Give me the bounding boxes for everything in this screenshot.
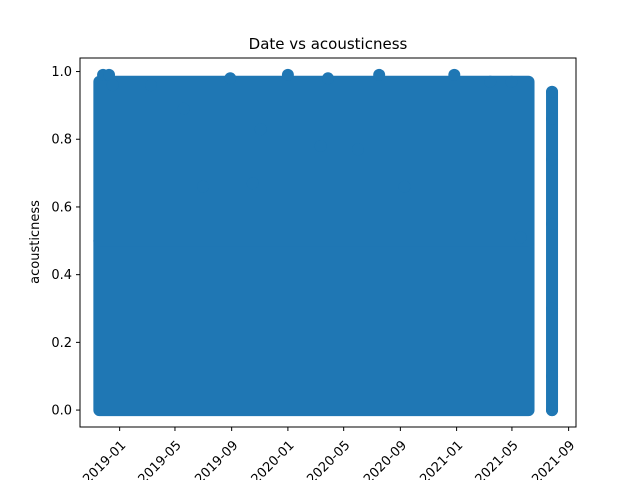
scatter-point — [246, 177, 259, 190]
scatter-point — [322, 72, 334, 85]
scatter-point — [314, 140, 327, 153]
plot-marks — [93, 68, 559, 417]
plot-frame — [79, 57, 577, 428]
y-tick-label: 0.4 — [51, 268, 72, 283]
scatter-cluster — [93, 234, 535, 417]
scatter-cluster — [93, 75, 535, 247]
x-tick-label: 2019-01 — [80, 438, 129, 480]
x-tick-label: 2020-09 — [361, 438, 410, 480]
chart-title: Date vs acousticness — [249, 35, 408, 53]
scatter-point — [398, 180, 411, 193]
scatter-point — [281, 68, 294, 81]
y-axis: 0.0 0.2 0.4 0.6 0.8 1.0 — [51, 65, 80, 419]
scatter-point — [254, 123, 267, 136]
x-tick-label: 2021-01 — [417, 438, 466, 480]
scatter-point — [546, 404, 559, 417]
scatter-point — [546, 370, 559, 383]
x-tick-label: 2021-05 — [473, 438, 522, 480]
scatter-cluster — [546, 85, 559, 417]
y-tick-label: 0.8 — [51, 133, 72, 148]
x-tick-label: 2019-09 — [192, 438, 241, 480]
scatter-point — [224, 72, 237, 85]
scatter-point — [103, 68, 116, 81]
y-axis-title: acousticness — [28, 200, 43, 284]
scatter-point — [197, 180, 210, 193]
scatter-point — [144, 79, 157, 92]
scatter-point — [546, 85, 559, 98]
x-tick-label: 2021-09 — [529, 438, 578, 480]
x-tick-label: 2019-05 — [136, 438, 185, 480]
y-tick-label: 0.0 — [51, 404, 72, 419]
scatter-point — [505, 75, 518, 88]
scatter-point — [373, 68, 386, 81]
scatter-point — [546, 302, 559, 315]
scatter-point — [514, 231, 527, 244]
y-tick-label: 0.6 — [51, 200, 72, 215]
x-axis: 2019-01 2019-05 2019-09 2020-01 2020-05 2020-… — [80, 427, 578, 480]
x-tick-label: 2020-05 — [304, 438, 353, 480]
y-tick-label: 0.2 — [51, 336, 72, 351]
scatter-point — [546, 153, 559, 166]
scatter-point — [177, 102, 190, 115]
scatter-point — [546, 112, 559, 125]
scatter-point — [484, 75, 497, 88]
scatter-point — [546, 217, 559, 230]
scatter-point — [448, 68, 461, 81]
x-tick-label: 2020-01 — [249, 438, 298, 480]
scatter-point — [106, 79, 119, 92]
y-tick-label: 1.0 — [51, 65, 72, 80]
scatter-point — [351, 143, 364, 156]
